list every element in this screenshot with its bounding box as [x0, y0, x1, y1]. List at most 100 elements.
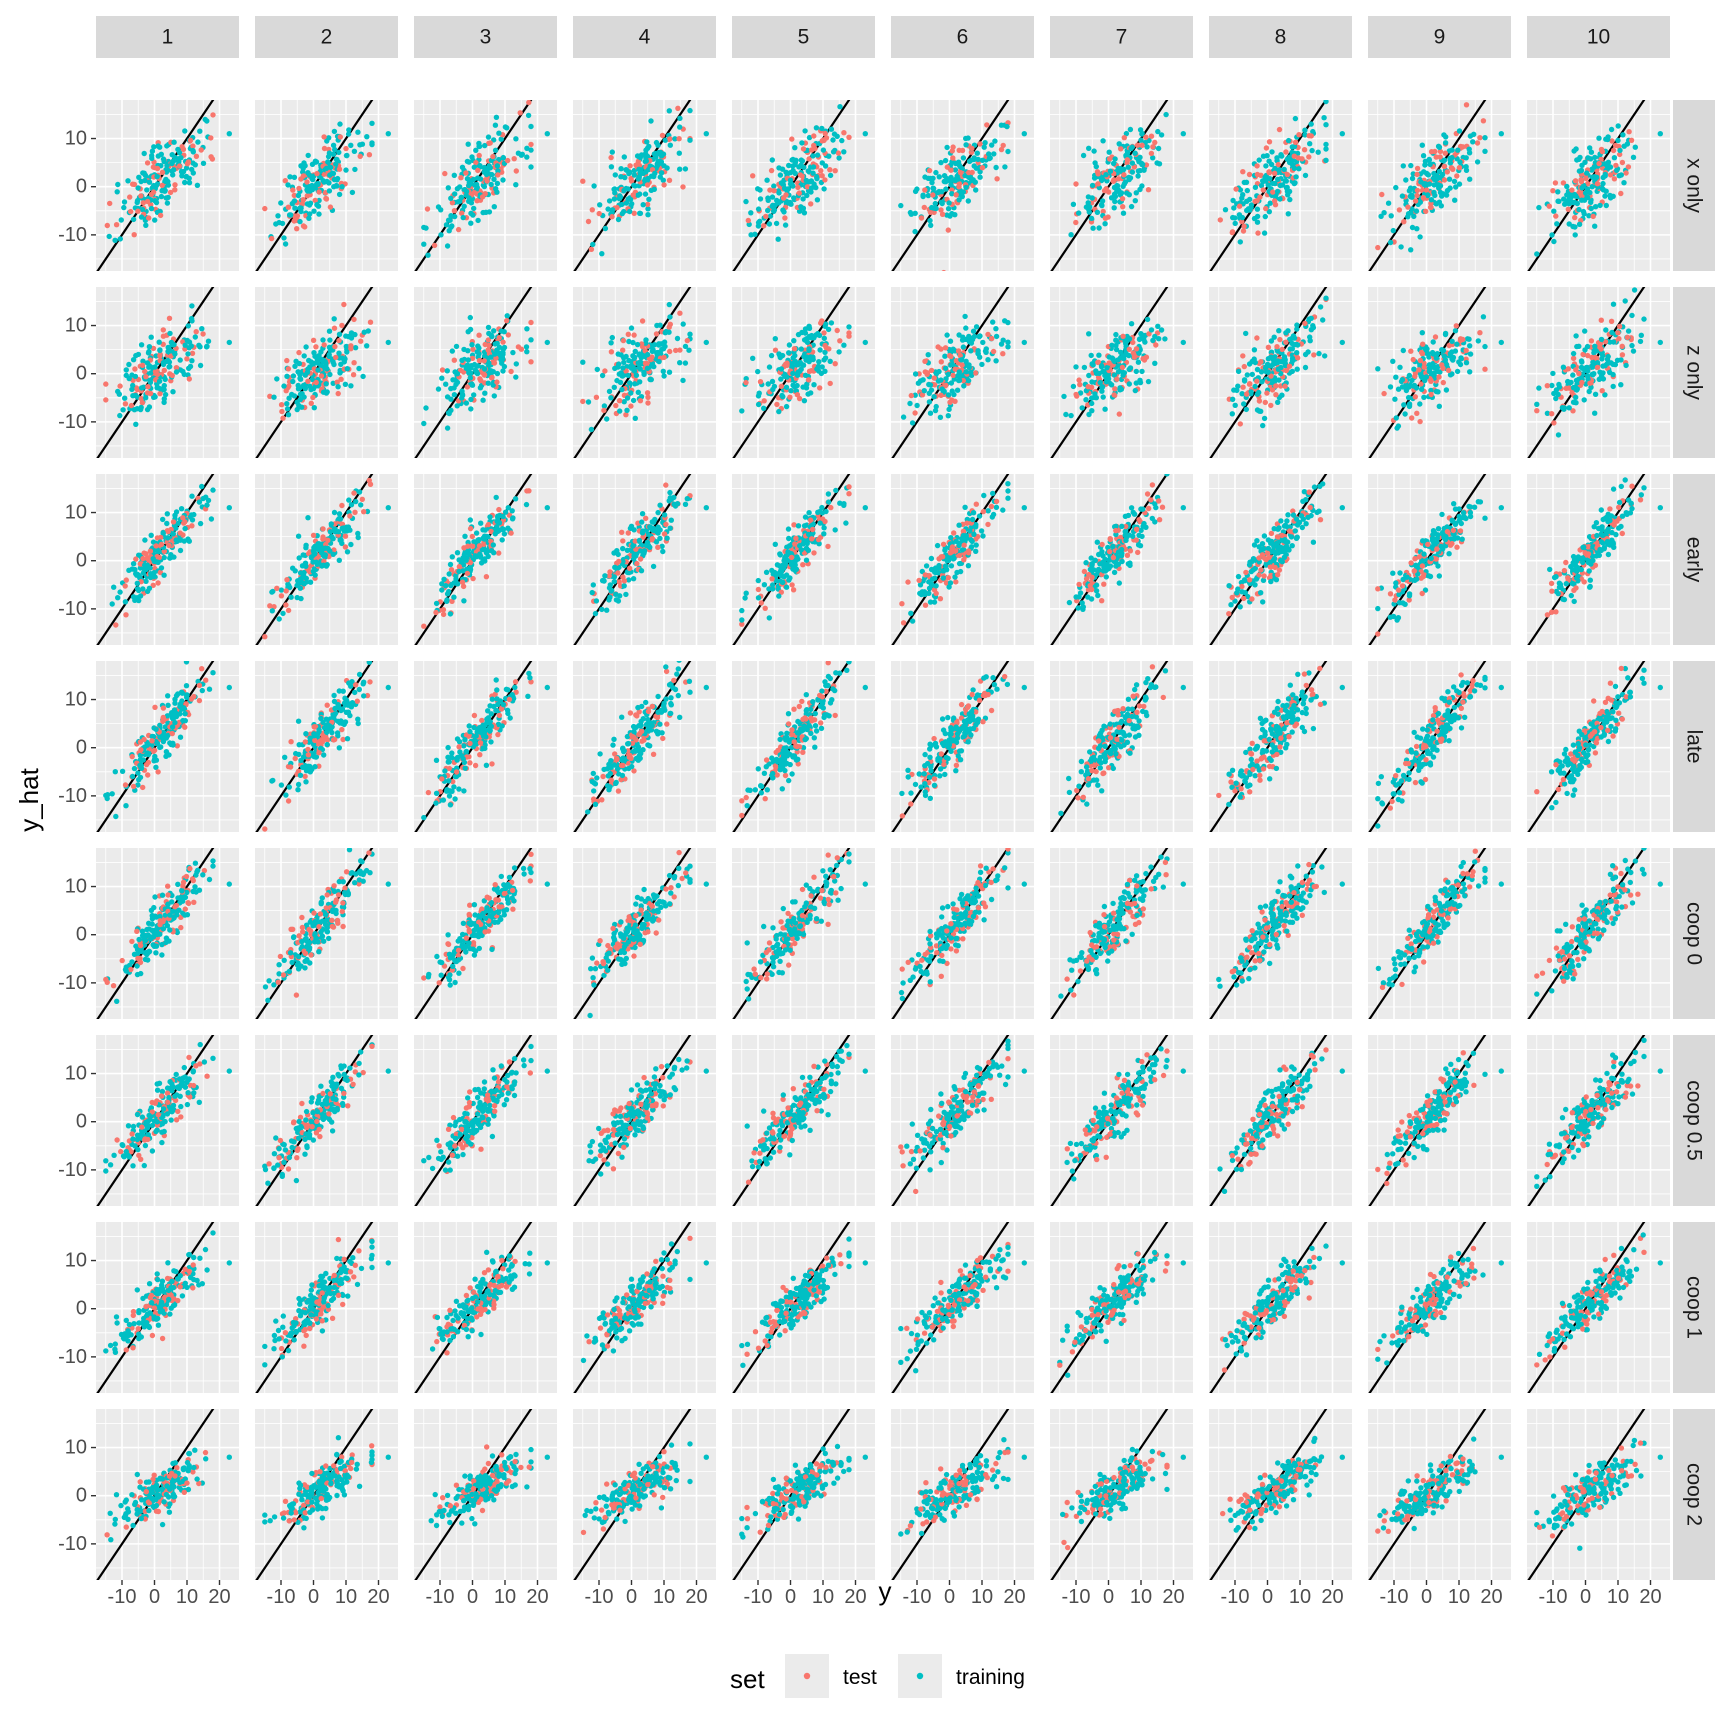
point-training — [278, 200, 284, 206]
point-training — [1139, 130, 1145, 137]
point-training — [1268, 161, 1275, 168]
point-test — [1608, 318, 1615, 324]
point-test — [482, 191, 488, 197]
point-training — [284, 401, 290, 407]
point-test — [819, 173, 825, 179]
point-test — [817, 385, 823, 391]
point-training — [197, 344, 203, 350]
point-test — [1264, 390, 1270, 396]
point-test — [103, 381, 109, 387]
point-training — [1086, 209, 1093, 215]
point-training — [143, 578, 149, 584]
point-training — [494, 370, 501, 377]
point-training — [291, 174, 298, 180]
point-training — [1409, 377, 1415, 384]
point-test — [580, 178, 586, 184]
point-training — [493, 186, 499, 192]
point-test — [424, 206, 431, 212]
point-training — [1576, 343, 1582, 349]
point-training — [1602, 171, 1608, 178]
point-training — [945, 206, 952, 212]
point-training — [972, 179, 978, 185]
point-training — [1444, 187, 1451, 194]
point-test — [193, 329, 199, 335]
point-test — [140, 200, 146, 206]
point-training — [147, 379, 154, 386]
point-training — [528, 123, 534, 130]
point-test — [150, 189, 157, 195]
point-test — [1133, 346, 1140, 352]
point-test — [1546, 203, 1553, 209]
point-test — [593, 394, 600, 400]
point-test — [487, 140, 493, 146]
point-test — [620, 337, 627, 344]
point-training — [500, 177, 506, 183]
point-training — [946, 200, 952, 206]
point-test — [1544, 383, 1551, 389]
point-training — [462, 533, 468, 539]
point-training — [1133, 380, 1140, 386]
point-training — [459, 395, 465, 401]
point-training — [1578, 358, 1585, 364]
point-test — [767, 187, 773, 193]
point-training — [1592, 154, 1598, 161]
points — [580, 105, 709, 257]
point-test — [1095, 359, 1101, 366]
point-test — [684, 337, 690, 344]
point-training — [311, 208, 317, 214]
point-training — [1262, 213, 1269, 220]
point-training — [1256, 157, 1262, 163]
point-test — [189, 350, 196, 356]
point-training — [156, 378, 163, 384]
point-training — [297, 218, 303, 225]
point-test — [262, 205, 268, 212]
point-training — [1138, 137, 1144, 143]
point-training — [492, 122, 499, 128]
point-training — [645, 212, 651, 218]
point-training — [938, 377, 944, 383]
point-training — [1339, 339, 1346, 346]
point-training — [621, 359, 627, 366]
point-training — [171, 139, 177, 145]
point-training — [132, 566, 138, 573]
point-training — [660, 346, 667, 352]
point-test — [1114, 376, 1120, 382]
point-training — [914, 186, 920, 192]
point-training — [1441, 157, 1448, 163]
point-training — [822, 323, 828, 329]
point-training — [297, 375, 303, 382]
point-training — [1536, 385, 1542, 391]
point-test — [150, 345, 157, 352]
point-test — [208, 135, 214, 141]
point-training — [294, 594, 300, 601]
point-training — [167, 330, 173, 337]
point-training — [1414, 226, 1420, 232]
point-training — [769, 194, 776, 200]
point-training — [1400, 163, 1407, 169]
point-test — [1401, 219, 1407, 225]
point-test — [1437, 154, 1443, 160]
point-test — [653, 331, 660, 337]
point-training — [451, 172, 457, 178]
point-test — [1116, 176, 1122, 182]
point-test — [1282, 383, 1288, 389]
panel-2-7 — [1050, 287, 1193, 458]
point-test — [139, 362, 146, 368]
point-test — [667, 136, 673, 142]
point-training — [1068, 412, 1074, 419]
point-test — [310, 394, 316, 401]
point-training — [141, 566, 148, 573]
point-training — [189, 303, 195, 309]
point-training — [1443, 192, 1450, 198]
point-training — [822, 368, 828, 374]
point-training — [459, 388, 465, 394]
point-training — [481, 183, 488, 190]
point-training — [449, 223, 455, 229]
point-training — [971, 156, 977, 163]
point-training — [303, 542, 309, 548]
point-training — [1498, 339, 1505, 346]
point-training — [319, 563, 325, 569]
point-test — [166, 542, 172, 549]
point-training — [677, 166, 683, 172]
point-test — [644, 201, 651, 208]
